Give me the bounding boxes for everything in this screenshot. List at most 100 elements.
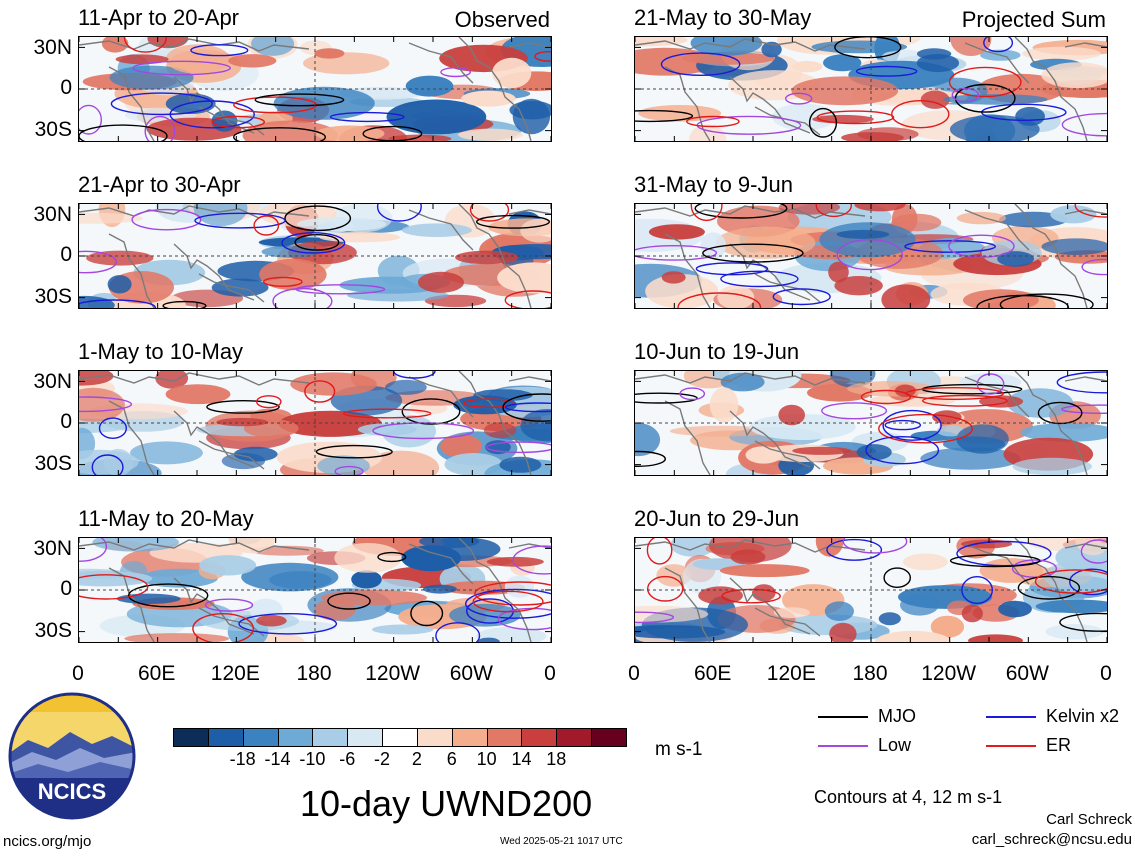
coastline <box>635 539 866 553</box>
legend-label: MJO <box>878 706 916 726</box>
contour-line <box>949 554 1041 568</box>
colorbar-swatch <box>277 728 314 747</box>
legend-label: Low <box>878 735 912 755</box>
anomaly-core <box>997 251 1034 267</box>
anomaly-core <box>854 204 906 212</box>
contour-line <box>1080 539 1107 564</box>
contour-line <box>1037 401 1083 425</box>
contour-line <box>206 400 280 414</box>
contour-line <box>401 398 461 425</box>
panel-title: 11-May to 20-May <box>78 506 254 531</box>
coastline <box>198 440 265 470</box>
contour-line <box>855 65 918 77</box>
colorbar-label: -2 <box>374 749 391 769</box>
contour-line <box>954 83 1016 113</box>
contour-line <box>826 538 883 561</box>
contour-line <box>635 450 666 467</box>
colorbar-label: -18 <box>229 749 256 769</box>
contour-line <box>98 417 128 439</box>
contour-line <box>79 299 156 308</box>
anomaly-shading <box>290 372 377 396</box>
anomaly-shading <box>296 217 387 232</box>
colorbar-swatch <box>207 728 244 747</box>
anomaly-shading <box>920 90 950 109</box>
anomaly-shading <box>321 590 428 606</box>
coastline <box>198 607 265 637</box>
contour-line <box>842 538 908 554</box>
anomaly-shading <box>968 634 1023 642</box>
anomaly-shading <box>956 211 1006 225</box>
anomaly-shading <box>314 48 345 59</box>
contour-line <box>362 125 423 141</box>
colorbar-label: 6 <box>446 749 457 769</box>
contour-line <box>635 392 698 404</box>
legend-label: ER <box>1046 735 1072 755</box>
contour-line <box>254 93 345 107</box>
anomaly-shading <box>109 65 194 90</box>
contour-line <box>834 37 902 59</box>
coastline <box>408 209 474 251</box>
contour-line <box>262 276 303 287</box>
anomaly-shading <box>242 120 338 141</box>
anomaly-shading <box>963 289 1039 308</box>
anomaly-shading <box>943 94 1048 105</box>
colorbar-swatch <box>451 728 488 747</box>
anomaly-core <box>485 440 511 455</box>
coastline <box>79 38 310 52</box>
figure-title: 10-day UWND200 <box>300 783 593 824</box>
coastline <box>108 567 155 642</box>
coastline <box>508 42 551 48</box>
contour-line <box>1017 575 1081 600</box>
y-tick-label: 0 <box>60 76 72 99</box>
contour-line <box>512 545 551 575</box>
colorbar-swatch <box>242 728 279 747</box>
anomaly-shading <box>950 37 992 56</box>
y-tick-label: 0 <box>60 410 72 433</box>
map-panel <box>634 537 1108 643</box>
map-panel <box>634 203 1108 309</box>
anomaly-core <box>761 41 782 58</box>
anomaly-core <box>165 93 216 114</box>
anomaly-core <box>216 417 268 427</box>
colorbar-label: -6 <box>339 749 356 769</box>
contour-line <box>635 245 718 261</box>
anomaly-core <box>477 637 500 642</box>
coastline <box>635 205 866 219</box>
contour-line <box>976 294 1070 308</box>
anomaly-shading <box>778 204 840 215</box>
author-email[interactable]: carl_schreck@ncsu.edu <box>971 831 1132 848</box>
contour-line <box>905 387 1005 401</box>
anomaly-shading <box>314 599 356 621</box>
anomaly-core <box>256 614 287 627</box>
anomaly-core <box>778 404 805 426</box>
anomaly-shading <box>1020 423 1107 442</box>
contour-line <box>194 212 286 229</box>
anomaly-shading <box>1045 624 1104 640</box>
units-label: m s-1 <box>655 739 703 760</box>
anomaly-shading <box>645 274 719 308</box>
x-tick-label: 120E <box>210 662 260 685</box>
map-canvas <box>79 538 551 642</box>
coastline <box>408 543 474 585</box>
coastline <box>198 273 265 303</box>
coastline <box>508 376 551 382</box>
anomaly-shading <box>269 571 332 589</box>
coastline <box>108 400 155 475</box>
colorbar-label: -10 <box>299 749 326 769</box>
contour-line <box>891 99 950 129</box>
anomaly-shading <box>881 49 927 64</box>
contour-line <box>343 408 432 419</box>
coastline <box>1014 204 1088 308</box>
anomaly-shading <box>635 605 709 623</box>
anomaly-shading <box>492 57 532 89</box>
contour-line <box>1061 404 1107 414</box>
coastline <box>1014 371 1088 475</box>
website-link[interactable]: ncics.org/mjo <box>3 833 92 850</box>
anomaly-shading <box>1022 46 1101 61</box>
map-canvas <box>635 204 1107 308</box>
anomaly-shading <box>278 410 382 437</box>
x-tick-label: 0 <box>1100 662 1112 685</box>
anomaly-shading <box>1007 388 1074 418</box>
anomaly-shading <box>709 387 739 423</box>
logo-text: NCICS <box>38 779 106 804</box>
